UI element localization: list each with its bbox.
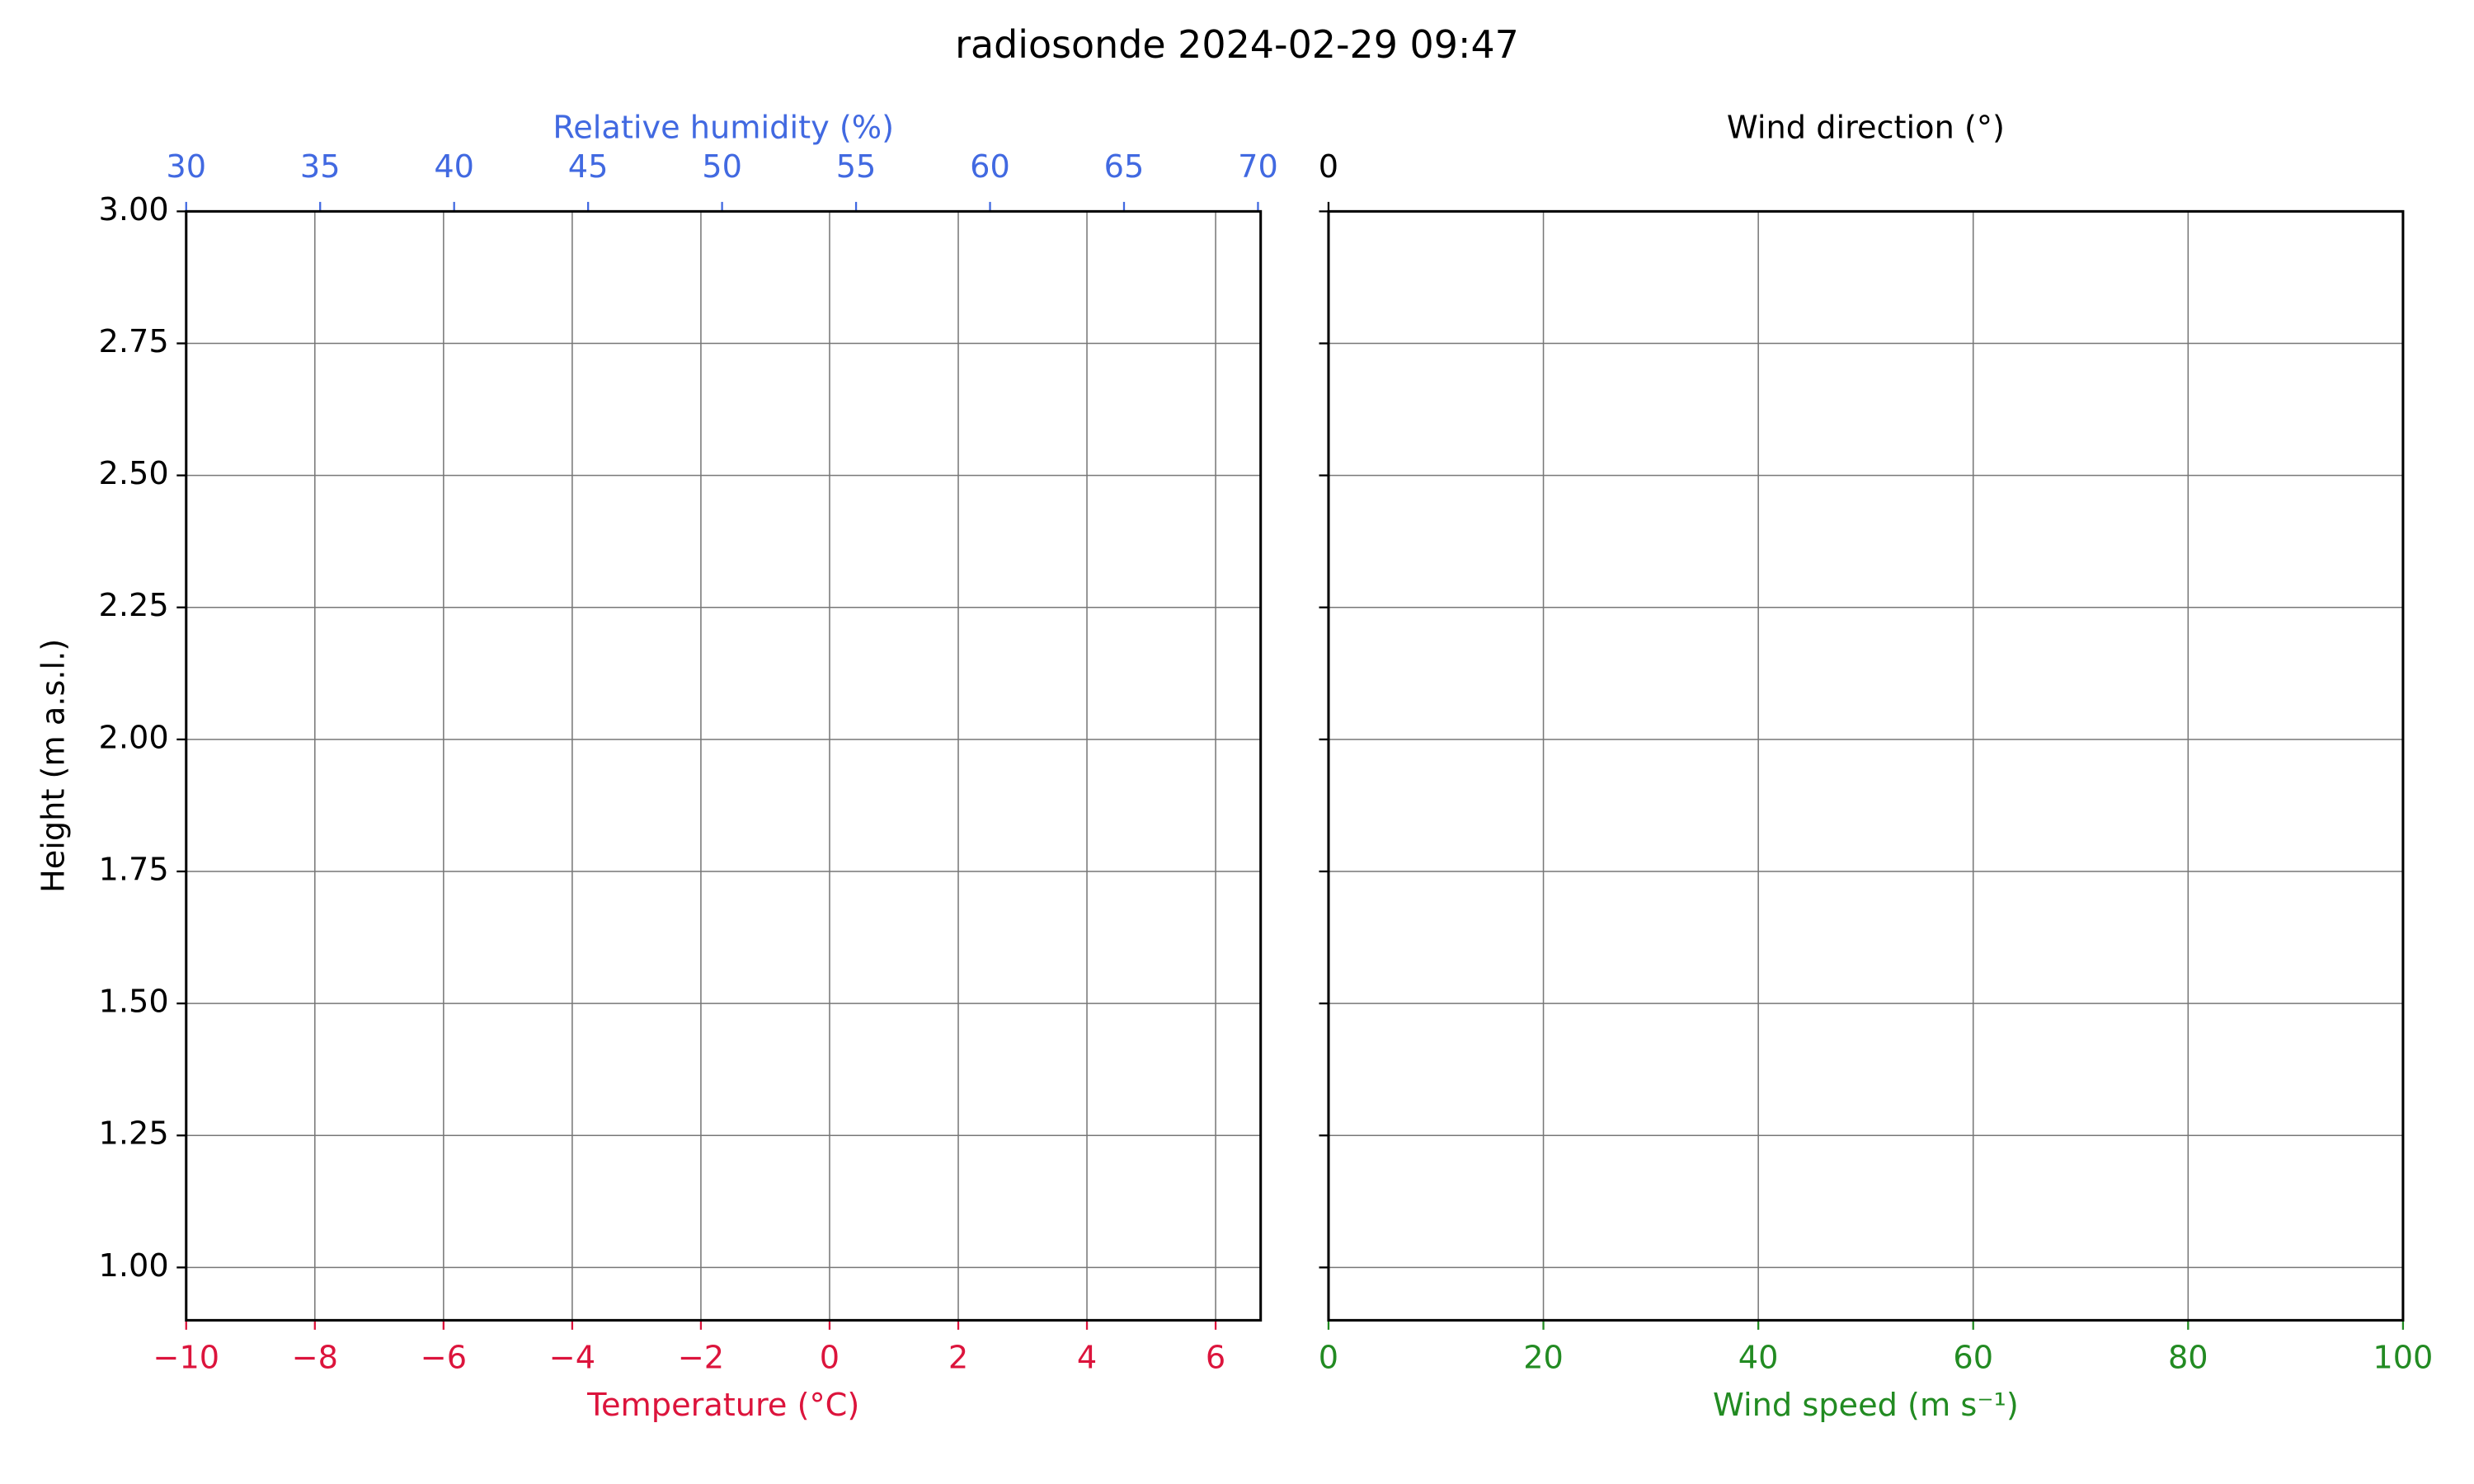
- x2-tick-label: 35: [300, 148, 341, 186]
- x-tick-label: 20: [1523, 1340, 1564, 1377]
- x-tick-label: −8: [292, 1340, 338, 1377]
- x2-tick-label: 0: [1319, 148, 1338, 186]
- plot-frame: [1327, 209, 2405, 1322]
- x2-tick-label: 45: [568, 148, 609, 186]
- x2-axis-label: Wind direction (°): [1727, 109, 2005, 146]
- x-tick-label: 100: [2373, 1340, 2433, 1377]
- x2-tick-label: 65: [1104, 148, 1145, 186]
- x2-axis-label: Relative humidity (%): [553, 109, 894, 146]
- x2-tick-label: 50: [702, 148, 742, 186]
- y-tick-label: 1.25: [99, 1115, 169, 1153]
- x-tick-label: 0: [1319, 1340, 1338, 1377]
- x2-tick-label: 70: [1238, 148, 1278, 186]
- x-tick-label: 2: [948, 1340, 968, 1377]
- x-tick-label: 0: [820, 1340, 840, 1377]
- y-tick-label: 1.00: [99, 1247, 169, 1284]
- y-tick-label: 2.75: [99, 323, 169, 360]
- x-axis-label: Wind speed (m s⁻¹): [1713, 1387, 2019, 1424]
- y-tick-label: 2.25: [99, 587, 169, 624]
- x-tick-label: 80: [2168, 1340, 2208, 1377]
- x-tick-label: −4: [549, 1340, 595, 1377]
- x-tick-label: 40: [1738, 1340, 1779, 1377]
- x-tick-label: −10: [153, 1340, 219, 1377]
- x-tick-label: 60: [1953, 1340, 1993, 1377]
- x2-tick-label: 40: [434, 148, 474, 186]
- y-axis-label: Height (m a.s.l.): [35, 639, 72, 893]
- y-tick-label: 1.50: [99, 984, 169, 1021]
- x2-tick-label: 55: [836, 148, 877, 186]
- plot-frame: [185, 209, 1263, 1322]
- x-tick-label: 4: [1077, 1340, 1097, 1377]
- x-axis-label: Temperature (°C): [586, 1387, 859, 1424]
- x2-tick-label: 30: [166, 148, 206, 186]
- y-tick-label: 2.00: [99, 719, 169, 756]
- x2-tick-label: 60: [970, 148, 1010, 186]
- x-tick-label: −2: [678, 1340, 724, 1377]
- x-tick-label: 6: [1206, 1340, 1225, 1377]
- figure-title: radiosonde 2024-02-29 09:47: [955, 22, 1519, 67]
- y-tick-label: 2.50: [99, 455, 169, 492]
- x-tick-label: −6: [421, 1340, 467, 1377]
- y-tick-label: 1.75: [99, 851, 169, 888]
- y-tick-label: 3.00: [99, 191, 169, 228]
